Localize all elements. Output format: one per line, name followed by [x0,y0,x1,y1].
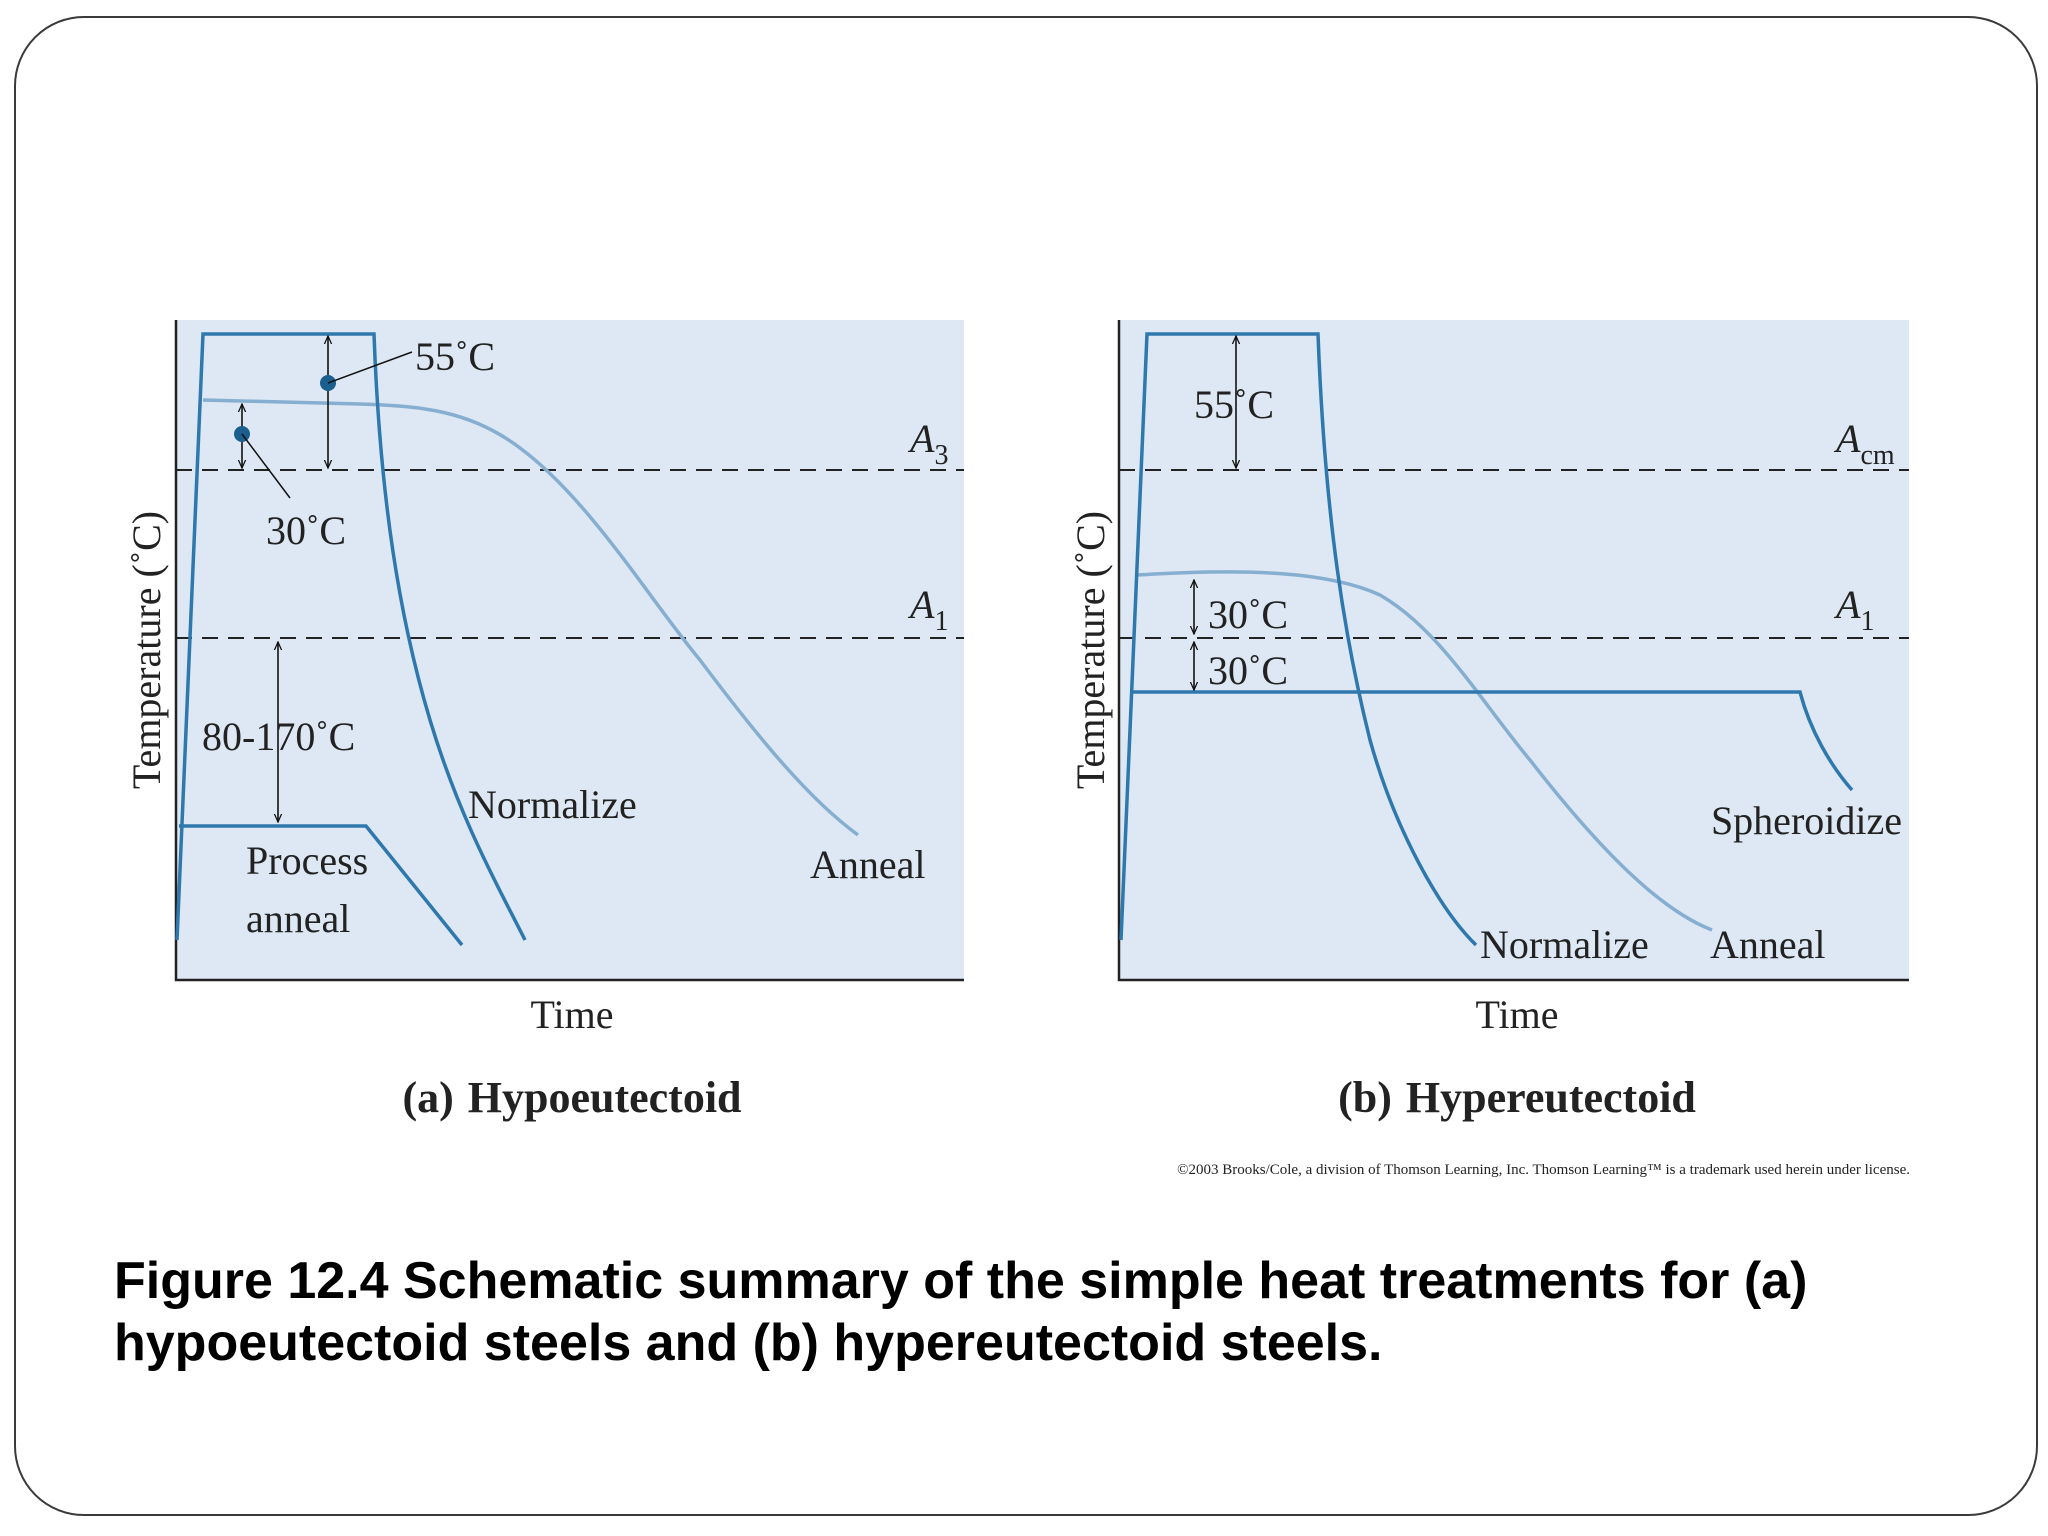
curve-anneal-a [202,398,860,837]
plot-area-a [176,320,964,980]
curve-anneal-b [1137,570,1713,932]
label-30-a: 30˚C [266,508,346,553]
figure-caption: Figure 12.4 Schematic summary of the sim… [114,1250,1964,1374]
label-range-a: 80-170˚C [202,714,355,759]
label-30-below-b: 30˚C [1208,648,1288,693]
label-spheroidize: Spheroidize [1711,798,1902,843]
x-axis-label-a: Time [530,992,613,1037]
axes-a [174,320,964,982]
copyright-notice: ©2003 Brooks/Cole, a division of Thomson… [1177,1162,1910,1178]
leader-55-a [327,351,413,384]
label-55-b: 55˚C [1194,382,1274,427]
panel-label-b: (b) Hypereutectoid [1338,1073,1696,1122]
panel-a: 55˚C 30˚C 80-170˚C A3 A1 Normalize Annea… [124,320,964,1122]
label-normalize-b: Normalize [1480,922,1649,967]
x-axis-label-b: Time [1475,992,1558,1037]
curve-spheroidize [1131,690,1854,792]
axes-b [1117,320,1909,982]
label-55-a: 55˚C [415,334,495,379]
label-normalize-a: Normalize [468,782,637,827]
label-a1-b: A1 [1833,582,1874,637]
curve-normalize-b [1119,332,1478,947]
label-a1-a: A1 [907,582,948,637]
panel-label-a: (a) Hypoeutectoid [402,1073,741,1122]
label-acm: Acm [1833,416,1895,471]
label-30-above-b: 30˚C [1208,592,1288,637]
label-a3: A3 [907,416,948,471]
curve-process-anneal [179,824,464,947]
label-anneal-a: Anneal [810,842,926,887]
y-axis-label-a: Temperature (˚C) [124,511,169,789]
plot-area-b [1119,320,1909,980]
y-axis-label-b: Temperature (˚C) [1068,511,1113,789]
label-anneal-b: Anneal [1710,922,1826,967]
label-process-anneal-a: anneal [246,896,350,941]
caption-line-1: Figure 12.4 Schematic summary of the sim… [114,1252,1808,1310]
label-process-a: Process [246,838,368,883]
leader-30-a [241,433,291,499]
caption-line-2: hypoeutectoid steels and (b) hypereutect… [114,1314,1383,1372]
curve-normalize-a [175,332,527,941]
panel-b: 55˚C 30˚C 30˚C Acm A1 Spheroidize Normal… [1068,320,1909,1122]
